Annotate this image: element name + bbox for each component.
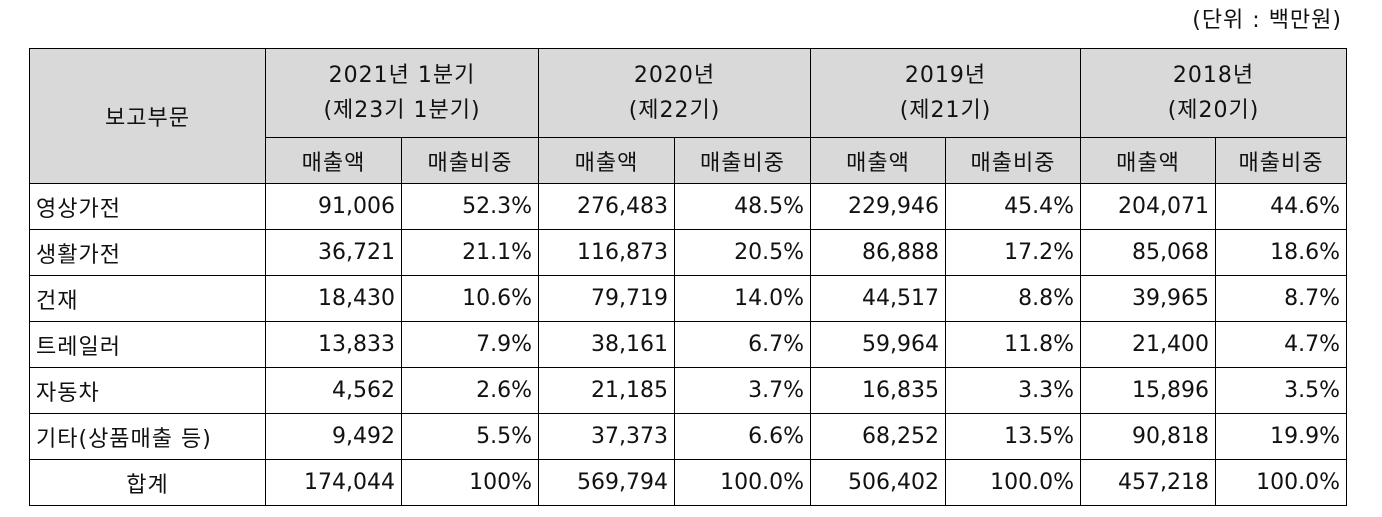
sales-amount-cell: 79,719	[538, 275, 675, 322]
sales-share-cell: 10.6%	[401, 275, 539, 322]
segment-label: 영상가전	[29, 183, 266, 230]
sales-amount-cell: 86,888	[810, 229, 947, 276]
period-term: (제20기)	[1167, 98, 1260, 123]
sales-share-cell: 14.0%	[673, 275, 812, 322]
sales-share-cell: 8.8%	[945, 275, 1082, 322]
period-year: 2018년	[1172, 62, 1255, 88]
period-header: 2021년 1분기 (제23기 1분기)	[265, 48, 539, 138]
segment-column-header: 보고부문	[29, 48, 266, 184]
sales-share-cell: 3.3%	[945, 367, 1082, 414]
sales-amount-cell: 13,833	[265, 321, 402, 368]
period-header: 2018년 (제20기)	[1080, 48, 1348, 138]
sales-amount-cell: 229,946	[810, 183, 947, 230]
sales-share-cell: 17.2%	[945, 229, 1082, 276]
sales-amount-cell: 38,161	[538, 321, 675, 368]
sales-amount-cell: 116,873	[538, 229, 675, 276]
sales-amount-cell: 91,006	[265, 183, 402, 230]
period-term: (제22기)	[628, 98, 721, 123]
sales-amount-cell: 16,835	[810, 367, 947, 414]
sales-share-header: 매출비중	[401, 137, 539, 184]
sales-amount-cell: 4,562	[265, 367, 402, 414]
table-row: 생활가전 36,721 21.1% 116,873 20.5% 86,888 1…	[29, 229, 1348, 276]
sales-amount-cell: 68,252	[810, 413, 947, 460]
sales-share-cell: 18.6%	[1215, 229, 1348, 276]
sales-share-header: 매출비중	[673, 137, 812, 184]
sales-share-header: 매출비중	[945, 137, 1082, 184]
table-row: 영상가전 91,006 52.3% 276,483 48.5% 229,946 …	[29, 183, 1348, 230]
table-row: 건재 18,430 10.6% 79,719 14.0% 44,517 8.8%…	[29, 275, 1348, 322]
metric-header-row: 매출액 매출비중 매출액 매출비중 매출액 매출비중 매출액 매출비중	[30, 137, 1348, 184]
sales-share-cell: 7.9%	[401, 321, 539, 368]
sales-amount-cell: 36,721	[265, 229, 402, 276]
sales-share-cell: 11.8%	[945, 321, 1082, 368]
sales-amount-cell: 44,517	[810, 275, 947, 322]
period-term: (제23기 1분기)	[323, 98, 481, 123]
table-row: 트레일러 13,833 7.9% 38,161 6.7% 59,964 11.8…	[29, 321, 1348, 368]
period-header: 2019년 (제21기)	[810, 48, 1082, 138]
sales-amount-cell: 204,071	[1080, 183, 1217, 230]
sales-share-cell: 20.5%	[673, 229, 812, 276]
unit-note: (단위 : 백만원)	[1192, 8, 1342, 33]
sales-share-cell: 44.6%	[1215, 183, 1348, 230]
sales-amount-cell: 90,818	[1080, 413, 1217, 460]
sales-share-cell: 13.5%	[945, 413, 1082, 460]
sales-share-cell: 2.6%	[401, 367, 539, 414]
sales-share-header: 매출비중	[1215, 137, 1348, 184]
sales-amount-cell: 59,964	[810, 321, 947, 368]
total-sales-share-cell: 100%	[401, 459, 539, 506]
period-term: (제21기)	[899, 98, 992, 123]
total-sales-amount-cell: 174,044	[265, 459, 402, 506]
total-row: 합계 174,044 100% 569,794 100.0% 506,402 1…	[29, 459, 1348, 506]
sales-amount-cell: 37,373	[538, 413, 675, 460]
sales-by-segment-table: 보고부문 2021년 1분기 (제23기 1분기) 2020년 (제22기) 2…	[29, 48, 1348, 506]
sales-share-cell: 8.7%	[1215, 275, 1348, 322]
sales-share-cell: 19.9%	[1215, 413, 1348, 460]
table-row: 자동차 4,562 2.6% 21,185 3.7% 16,835 3.3% 1…	[29, 367, 1348, 414]
sales-amount-cell: 21,185	[538, 367, 675, 414]
period-header: 2020년 (제22기)	[537, 48, 812, 138]
total-sales-share-cell: 100.0%	[1215, 459, 1348, 506]
sales-share-cell: 3.7%	[673, 367, 812, 414]
sales-amount-cell: 15,896	[1080, 367, 1217, 414]
sales-share-cell: 52.3%	[401, 183, 539, 230]
period-header-row: 보고부문 2021년 1분기 (제23기 1분기) 2020년 (제22기) 2…	[29, 48, 1348, 184]
sales-amount-cell: 18,430	[265, 275, 402, 322]
sales-amount-header: 매출액	[538, 137, 675, 184]
sales-share-cell: 48.5%	[673, 183, 812, 230]
sales-amount-header: 매출액	[265, 137, 402, 184]
total-sales-share-cell: 100.0%	[673, 459, 812, 506]
sales-amount-cell: 21,400	[1080, 321, 1217, 368]
sales-share-cell: 3.5%	[1215, 367, 1348, 414]
period-year: 2021년 1분기	[328, 62, 476, 88]
total-sales-share-cell: 100.0%	[945, 459, 1082, 506]
segment-label: 생활가전	[29, 229, 266, 276]
total-sales-amount-cell: 457,218	[1080, 459, 1217, 506]
segment-label: 건재	[29, 275, 266, 322]
sales-amount-header: 매출액	[1080, 137, 1217, 184]
segment-label: 자동차	[29, 367, 266, 414]
sales-share-cell: 6.6%	[673, 413, 812, 460]
sales-amount-cell: 85,068	[1080, 229, 1217, 276]
sales-share-cell: 21.1%	[401, 229, 539, 276]
table-row: 기타(상품매출 등) 9,492 5.5% 37,373 6.6% 68,252…	[29, 413, 1348, 460]
total-label: 합계	[29, 459, 266, 506]
sales-amount-header: 매출액	[810, 137, 947, 184]
sales-amount-cell: 39,965	[1080, 275, 1217, 322]
sales-share-cell: 4.7%	[1215, 321, 1348, 368]
segment-label: 기타(상품매출 등)	[29, 413, 266, 460]
period-year: 2019년	[904, 62, 987, 88]
sales-amount-cell: 9,492	[265, 413, 402, 460]
sales-share-cell: 45.4%	[945, 183, 1082, 230]
sales-share-cell: 6.7%	[673, 321, 812, 368]
sales-amount-cell: 276,483	[538, 183, 675, 230]
total-sales-amount-cell: 506,402	[810, 459, 947, 506]
segment-label: 트레일러	[29, 321, 266, 368]
sales-share-cell: 5.5%	[401, 413, 539, 460]
total-sales-amount-cell: 569,794	[538, 459, 675, 506]
period-year: 2020년	[633, 62, 716, 88]
